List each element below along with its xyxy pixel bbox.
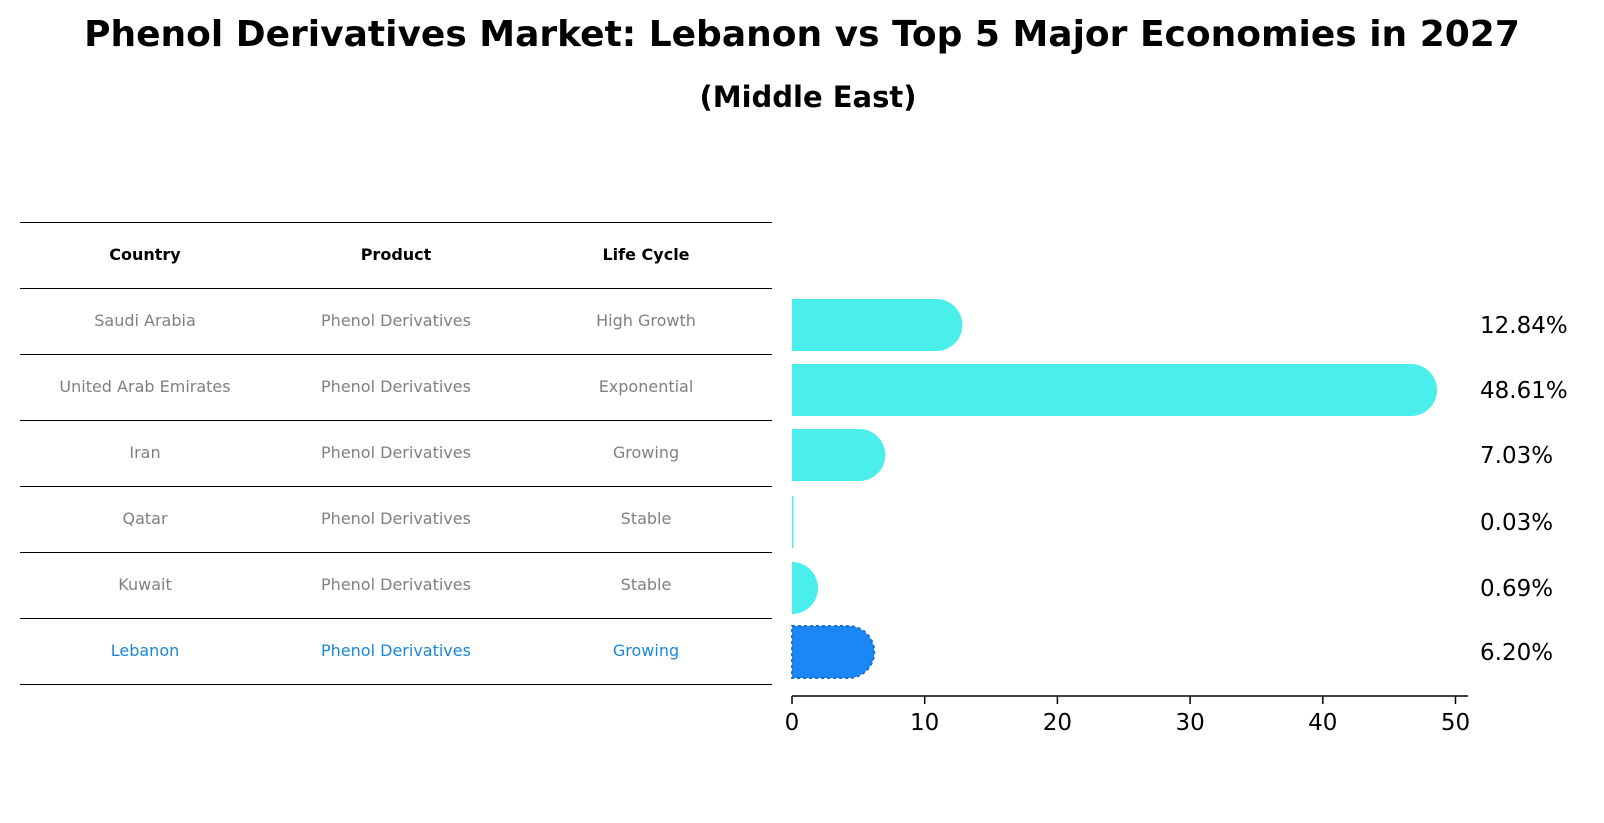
table-cell: Phenol Derivatives: [321, 443, 471, 462]
table-cell: Kuwait: [118, 575, 172, 594]
bar-highlighted: [791, 625, 876, 679]
table-rule: [20, 684, 772, 685]
bar: [792, 364, 1438, 416]
bar: [792, 299, 963, 351]
bar: [792, 496, 794, 548]
table-cell: Phenol Derivatives: [321, 509, 471, 528]
table-cell: United Arab Emirates: [59, 377, 231, 396]
table-cell: High Growth: [596, 311, 696, 330]
table-cell: Growing: [612, 443, 680, 462]
x-tick-label: 0: [785, 710, 800, 736]
table-header-cell: Country: [109, 245, 181, 264]
table-cell: Stable: [620, 509, 672, 528]
table-rule: [20, 618, 772, 619]
table-cell: Phenol Derivatives: [321, 377, 471, 396]
table-rule: [20, 222, 772, 223]
table-cell: Stable: [620, 575, 672, 594]
x-tick-label: 10: [910, 710, 939, 736]
data-label: 0.03%: [1480, 510, 1553, 536]
table-rule: [20, 552, 772, 553]
bar: [792, 562, 818, 614]
x-tick-label: 20: [1043, 710, 1072, 736]
table-cell: Growing: [612, 641, 680, 660]
x-tick-label: 50: [1441, 710, 1470, 736]
table-cell: Exponential: [598, 377, 694, 396]
table-cell: Iran: [129, 443, 161, 462]
table-cell: Phenol Derivatives: [321, 641, 471, 660]
table-cell: Phenol Derivatives: [321, 575, 471, 594]
table-rule: [20, 354, 772, 355]
data-label: 48.61%: [1480, 378, 1568, 404]
data-label: 7.03%: [1480, 443, 1553, 469]
data-label: 0.69%: [1480, 576, 1553, 602]
table-cell: Phenol Derivatives: [321, 311, 471, 330]
x-tick-label: 40: [1308, 710, 1337, 736]
chart-subtitle: (Middle East): [699, 80, 917, 114]
table-rule: [20, 486, 772, 487]
data-label: 12.84%: [1480, 313, 1568, 339]
table-header-cell: Product: [360, 245, 432, 264]
table-cell: Lebanon: [110, 641, 180, 660]
table-cell: Qatar: [122, 509, 168, 528]
table-rule: [20, 288, 772, 289]
data-label: 6.20%: [1480, 640, 1553, 666]
table-rule: [20, 420, 772, 421]
bar: [792, 429, 886, 481]
x-tick-label: 30: [1175, 710, 1204, 736]
chart-title: Phenol Derivatives Market: Lebanon vs To…: [84, 14, 1520, 55]
table-header-cell: Life Cycle: [602, 245, 690, 264]
table-cell: Saudi Arabia: [94, 311, 196, 330]
